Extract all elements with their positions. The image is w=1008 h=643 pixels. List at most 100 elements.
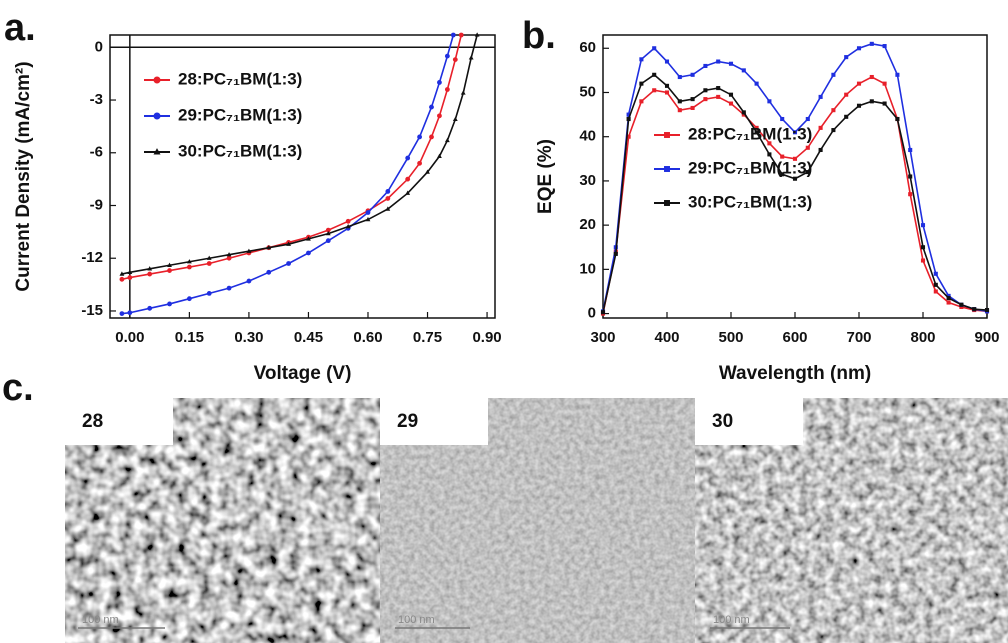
marker	[767, 152, 772, 157]
marker	[437, 113, 442, 119]
marker	[345, 218, 351, 224]
marker	[119, 311, 125, 317]
marker	[147, 266, 153, 271]
marker	[946, 300, 951, 305]
marker	[664, 166, 670, 172]
marker	[186, 264, 192, 270]
marker	[741, 112, 746, 117]
marker	[452, 57, 458, 63]
marker	[468, 55, 474, 60]
marker	[984, 308, 990, 313]
marker	[972, 307, 977, 312]
plot-frame	[109, 34, 496, 319]
marker	[716, 86, 721, 91]
marker	[626, 112, 631, 117]
marker	[147, 305, 153, 311]
marker	[728, 101, 734, 106]
marker	[186, 259, 192, 264]
marker	[405, 190, 411, 195]
marker	[703, 97, 708, 102]
marker	[417, 160, 422, 166]
marker	[286, 241, 292, 246]
marker	[690, 72, 695, 77]
marker	[869, 74, 874, 80]
scale-bar-label: 100 nm	[713, 614, 750, 626]
marker	[959, 304, 964, 309]
marker	[780, 154, 785, 159]
marker	[127, 310, 133, 316]
marker	[444, 87, 450, 92]
marker	[754, 81, 759, 86]
marker	[780, 116, 785, 122]
marker	[741, 110, 746, 115]
marker	[690, 105, 695, 111]
x-tick-label: 0.60	[353, 329, 382, 346]
marker	[792, 176, 798, 181]
x-tick-label: 300	[590, 329, 615, 346]
marker	[325, 227, 331, 233]
marker	[703, 63, 708, 68]
marker	[792, 130, 798, 135]
scale-bar-label: 100 nm	[398, 614, 435, 626]
marker	[147, 271, 153, 277]
y-tick-label: 0	[95, 38, 103, 55]
marker	[728, 61, 734, 66]
y-tick-label: 0	[588, 305, 596, 322]
legend-label: 30:PC₇₁BM(1:3)	[178, 141, 302, 160]
marker	[119, 276, 125, 282]
x-axis-label: Wavelength (nm)	[719, 363, 871, 384]
marker	[417, 134, 422, 140]
marker	[450, 32, 456, 38]
marker	[429, 104, 434, 110]
marker	[437, 80, 442, 85]
y-axis-label: Current Density (mA/cm²)	[13, 61, 34, 291]
tem-image: 29 100 nm	[380, 398, 695, 643]
marker	[818, 125, 823, 130]
marker	[325, 230, 331, 236]
marker	[458, 32, 464, 38]
marker	[933, 271, 938, 276]
marker	[882, 44, 887, 49]
y-tick-label: 60	[579, 39, 596, 56]
marker	[664, 83, 670, 88]
tem-image: 28 100 nm	[65, 398, 380, 643]
marker	[127, 269, 133, 274]
marker	[664, 200, 670, 206]
x-tick-label: 0.75	[413, 329, 442, 346]
marker	[856, 81, 862, 86]
x-tick-label: 0.90	[472, 329, 501, 346]
marker	[405, 176, 411, 182]
marker	[306, 236, 311, 241]
marker	[677, 108, 682, 113]
x-axis-label: Voltage (V)	[254, 363, 352, 384]
y-tick-label: 40	[579, 128, 596, 145]
marker	[613, 251, 618, 256]
marker	[444, 53, 450, 59]
marker	[805, 116, 810, 122]
marker	[365, 210, 371, 215]
marker	[153, 76, 161, 84]
image-label: 28	[82, 411, 103, 432]
legend-label: 28:PC₇₁BM(1:3)	[688, 124, 812, 143]
marker	[831, 108, 836, 113]
marker	[385, 189, 391, 194]
marker	[869, 99, 874, 104]
marker	[206, 255, 212, 260]
x-tick-label: 800	[910, 329, 935, 346]
marker	[869, 41, 874, 46]
panel-label: c.	[2, 367, 34, 409]
y-tick-label: -9	[90, 196, 103, 213]
marker	[429, 134, 434, 140]
marker	[920, 258, 926, 263]
x-tick-label: 600	[782, 329, 807, 346]
marker	[119, 271, 125, 276]
tem-image: 30 100 nm	[695, 398, 1008, 643]
marker	[664, 132, 670, 138]
series-line	[121, 34, 463, 281]
marker	[626, 116, 631, 122]
x-tick-label: 0.30	[234, 329, 263, 346]
marker	[677, 99, 682, 104]
marker	[767, 141, 772, 146]
marker	[206, 261, 212, 266]
